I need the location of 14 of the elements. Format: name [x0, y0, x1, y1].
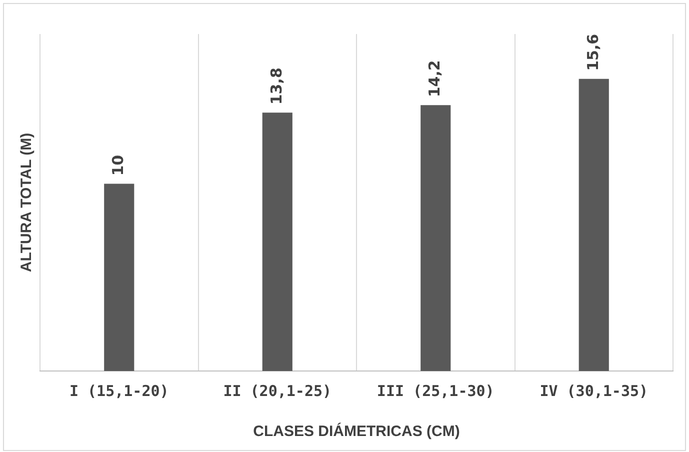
data-label: 10	[109, 154, 128, 176]
bar	[262, 112, 292, 371]
bar	[578, 78, 609, 371]
data-label: 15,6	[584, 34, 602, 71]
x-tick-label: IV (30,1-35)	[540, 382, 648, 400]
x-axis-title: CLASES DIÁMETRICAS (CM)	[253, 422, 460, 440]
bar	[420, 105, 451, 371]
x-tick-label: I (15,1-20)	[69, 382, 169, 400]
x-tick-label: III (25,1-30)	[376, 382, 494, 400]
y-axis-title: ALTURA TOTAL (M)	[18, 132, 36, 272]
data-label: 14,2	[426, 60, 444, 98]
data-label: 13,8	[267, 68, 286, 105]
bar	[104, 184, 134, 371]
x-tick-label: II (20,1-25)	[223, 382, 332, 400]
